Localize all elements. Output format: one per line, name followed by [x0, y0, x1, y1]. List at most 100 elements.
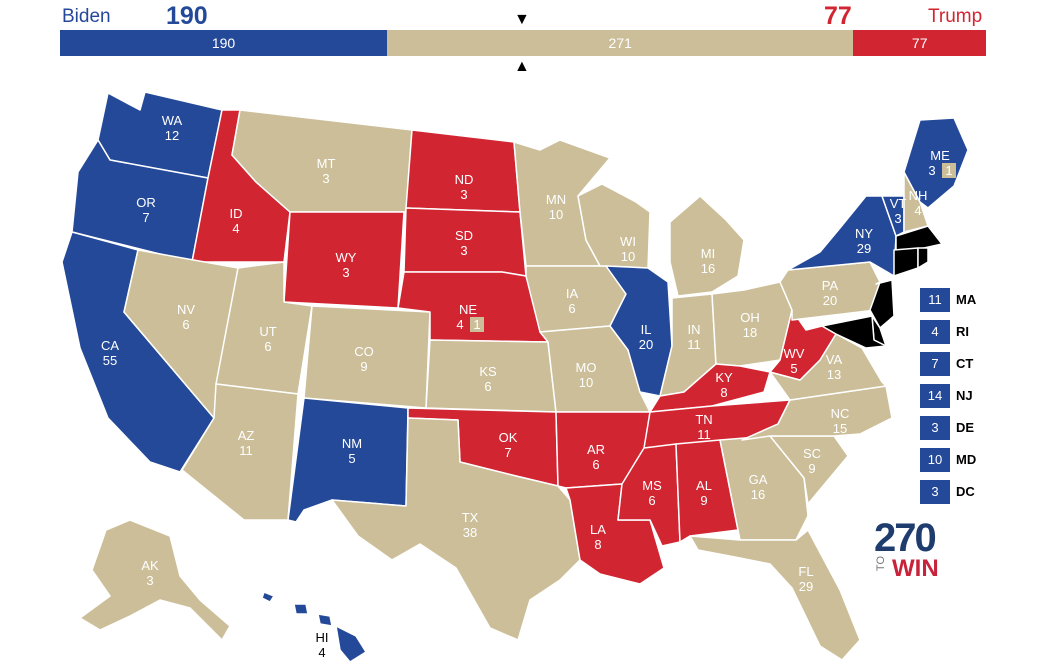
small-state-abbr: MD [956, 452, 977, 467]
state-split-ev-me: 1 [945, 163, 952, 178]
state-label-il: IL [641, 322, 652, 337]
state-ct[interactable] [893, 247, 919, 277]
state-ev-nv: 6 [182, 317, 189, 332]
state-label-co: CO [354, 344, 374, 359]
state-labels: WA12OR7CA55ID4NV6MT3WY3UT6AZ11CO9NM5ND3S… [101, 113, 956, 660]
state-mi[interactable] [669, 195, 745, 297]
small-state-de[interactable]: 3 DE [920, 416, 1000, 440]
electoral-vote-bar: 190 271 77 [60, 30, 986, 56]
state-az[interactable] [181, 383, 299, 521]
state-ev-sc: 9 [808, 461, 815, 476]
state-ev-me: 3 [928, 163, 935, 178]
small-state-dc[interactable]: 3 DC [920, 480, 1000, 504]
state-label-ks: KS [479, 364, 497, 379]
rep-candidate-name: Trump [928, 6, 983, 27]
small-state-abbr: RI [956, 324, 969, 339]
small-state-ev: 4 [920, 320, 950, 344]
state-ev-ms: 6 [648, 493, 655, 508]
state-ev-ar: 6 [592, 457, 599, 472]
state-label-ny: NY [855, 226, 873, 241]
state-label-la: LA [590, 522, 606, 537]
small-state-ev: 3 [920, 416, 950, 440]
state-label-va: VA [826, 352, 843, 367]
state-ev-ky: 8 [720, 385, 727, 400]
state-label-tx: TX [462, 510, 479, 525]
state-ev-ok: 7 [504, 445, 511, 460]
state-ev-mo: 10 [579, 375, 593, 390]
state-ev-nm: 5 [348, 451, 355, 466]
small-state-abbr: DC [956, 484, 975, 499]
state-ak[interactable] [79, 519, 231, 641]
state-ev-ca: 55 [103, 353, 117, 368]
state-label-ok: OK [499, 430, 518, 445]
state-label-mn: MN [546, 192, 566, 207]
logo-win: WIN [892, 555, 939, 582]
state-split-box-ne [470, 317, 484, 332]
bar-rep-segment: 77 [853, 30, 986, 56]
state-ev-wa: 12 [165, 128, 179, 143]
state-label-nh: NH [909, 188, 928, 203]
state-label-tn: TN [695, 412, 712, 427]
state-md[interactable] [821, 315, 887, 349]
state-ev-ia: 6 [568, 301, 575, 316]
state-label-nc: NC [831, 406, 850, 421]
state-al[interactable] [675, 439, 739, 543]
state-ev-hi: 4 [318, 645, 325, 660]
state-hi-maui[interactable] [317, 613, 333, 627]
state-ev-ak: 3 [146, 573, 153, 588]
state-ev-tx: 38 [463, 525, 477, 540]
small-state-ev: 10 [920, 448, 950, 472]
midpoint-marker-top: ▼ [514, 11, 530, 28]
state-label-ar: AR [587, 442, 605, 457]
state-ri[interactable] [917, 247, 929, 269]
state-label-al: AL [696, 478, 712, 493]
state-label-wi: WI [620, 234, 636, 249]
state-ev-wi: 10 [621, 249, 635, 264]
small-state-abbr: DE [956, 420, 975, 435]
logo-to: TO [875, 556, 887, 572]
state-fl[interactable] [689, 529, 861, 661]
state-label-ky: KY [715, 370, 733, 385]
state-me[interactable] [903, 117, 969, 209]
state-ev-la: 8 [594, 537, 601, 552]
state-label-ak: AK [141, 558, 159, 573]
state-label-me: ME [930, 148, 950, 163]
state-hi-oahu[interactable] [293, 603, 309, 615]
state-ev-nh: 4 [914, 203, 921, 218]
small-state-ri[interactable]: 4 RI [920, 320, 1000, 344]
small-state-ev: 3 [920, 480, 950, 504]
state-label-sd: SD [455, 228, 473, 243]
state-split-ev-ne: 1 [473, 317, 480, 332]
small-state-md[interactable]: 10 MD [920, 448, 1000, 472]
state-label-ut: UT [259, 324, 276, 339]
state-ny[interactable] [787, 195, 897, 277]
dem-electoral-total: 190 [166, 2, 208, 30]
state-label-ms: MS [642, 478, 662, 493]
state-label-nd: ND [455, 172, 474, 187]
small-state-ct[interactable]: 7 CT [920, 352, 1000, 376]
state-label-ia: IA [566, 286, 579, 301]
state-hi-big-island[interactable] [335, 625, 367, 663]
state-ev-mn: 10 [549, 207, 563, 222]
bar-dem-segment: 190 [60, 30, 388, 56]
state-hi[interactable] [261, 591, 275, 603]
state-ev-nc: 15 [833, 421, 847, 436]
small-state-nj[interactable]: 14 NJ [920, 384, 1000, 408]
state-ev-al: 9 [700, 493, 707, 508]
bar-tossup-segment: 271 [387, 30, 854, 56]
state-il[interactable] [605, 265, 673, 397]
state-ev-id: 4 [232, 221, 239, 236]
small-state-ev: 14 [920, 384, 950, 408]
state-ma[interactable] [895, 225, 943, 251]
state-label-mi: MI [701, 246, 715, 261]
state-label-wv: WV [784, 346, 805, 361]
small-state-ev: 11 [920, 288, 950, 312]
state-label-sc: SC [803, 446, 821, 461]
state-ev-tn: 11 [697, 427, 711, 442]
state-ev-ks: 6 [484, 379, 491, 394]
state-ev-nd: 3 [460, 187, 467, 202]
state-tx[interactable] [331, 417, 581, 641]
small-state-ma[interactable]: 11 MA [920, 288, 1000, 312]
logo-number: 270 [874, 516, 937, 560]
